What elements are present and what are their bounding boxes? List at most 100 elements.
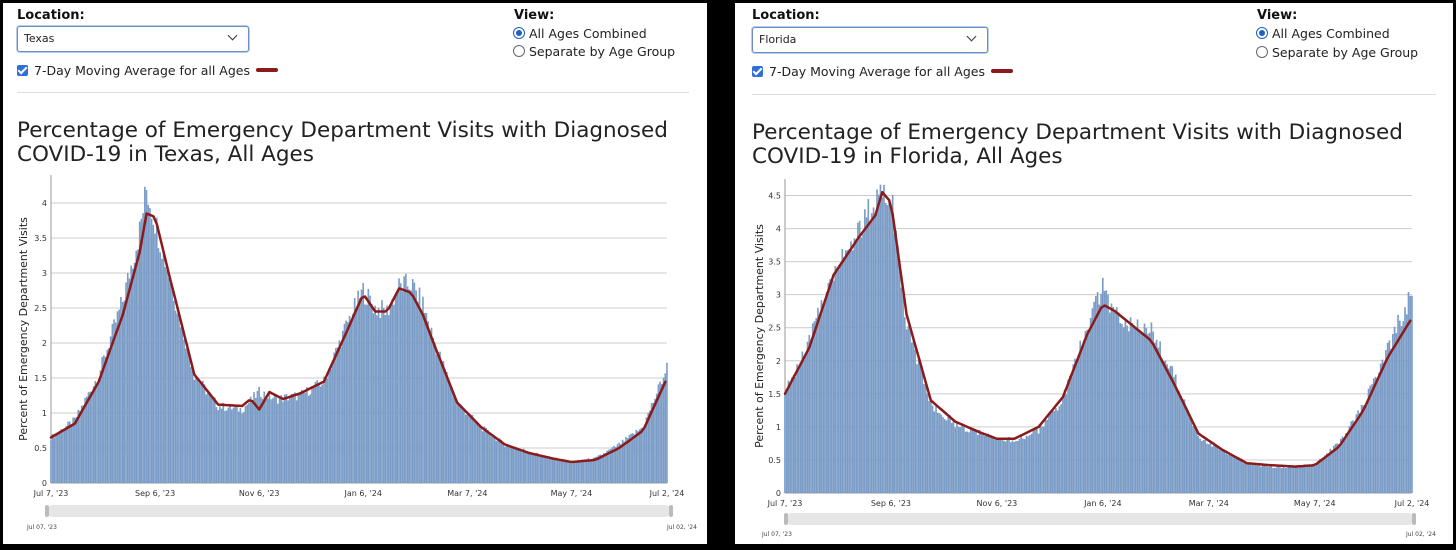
data-bar: [208, 392, 211, 483]
data-bar: [1194, 426, 1196, 493]
x-tick-label: Jul 2, '24: [649, 489, 685, 498]
data-bar: [169, 283, 172, 483]
checkbox-checked-icon[interactable]: [752, 66, 763, 77]
data-bar: [234, 406, 237, 483]
y-axis-label: Percent of Emergency Department Visits: [17, 217, 30, 441]
data-bar: [191, 370, 194, 483]
range-scrollbar[interactable]: [47, 505, 671, 517]
data-bar: [357, 290, 359, 483]
data-bar: [1397, 314, 1399, 493]
data-bar: [1095, 295, 1097, 493]
data-bar: [1140, 333, 1142, 493]
data-bar: [997, 439, 1000, 493]
data-bar: [1228, 454, 1231, 493]
data-bar: [475, 421, 477, 483]
data-bar: [1056, 410, 1059, 493]
data-bar: [522, 448, 525, 483]
range-handle-end[interactable]: [1412, 513, 1416, 525]
data-bar: [996, 438, 998, 493]
data-bar: [810, 338, 812, 493]
data-bar: [886, 205, 889, 494]
data-bar: [1287, 467, 1290, 493]
data-bar: [1154, 342, 1156, 493]
data-bar: [531, 453, 533, 483]
data-bar: [924, 385, 927, 493]
data-bar: [1232, 454, 1234, 493]
location-select[interactable]: Florida: [752, 27, 988, 53]
data-bar: [609, 448, 612, 483]
checkbox-checked-icon[interactable]: [17, 65, 28, 76]
data-bar: [164, 267, 167, 483]
data-bar: [555, 457, 557, 483]
data-bar: [1039, 425, 1042, 493]
radio-all-ages[interactable]: All Ages Combined: [1256, 26, 1390, 41]
data-bar: [1392, 333, 1394, 493]
data-bar: [142, 213, 144, 483]
data-bar: [1336, 443, 1339, 493]
data-bar: [502, 443, 504, 483]
data-bar: [1013, 441, 1016, 493]
data-bar: [599, 454, 602, 483]
data-bar: [1305, 466, 1307, 493]
y-tick-label: 4: [776, 225, 781, 234]
moving-average-toggle[interactable]: 7-Day Moving Average for all Ages: [17, 63, 278, 78]
radio-unselected-icon[interactable]: [1256, 46, 1268, 58]
radio-all-ages-label: All Ages Combined: [1272, 26, 1390, 41]
data-bar: [446, 372, 448, 483]
data-bar: [456, 401, 458, 483]
radio-selected-icon[interactable]: [1256, 27, 1268, 39]
data-bar: [893, 233, 896, 494]
range-end-label: Jul 02, '24: [1406, 531, 1436, 538]
data-bar: [316, 380, 318, 483]
data-bar: [1157, 347, 1160, 493]
data-bar: [949, 415, 951, 493]
data-bar: [1015, 440, 1017, 493]
data-bar: [1334, 443, 1337, 493]
data-bar: [956, 422, 958, 493]
data-bar: [463, 409, 465, 483]
data-bar: [1065, 394, 1068, 493]
data-bar: [1390, 348, 1392, 493]
radio-by-age-group[interactable]: Separate by Age Group: [513, 44, 675, 59]
radio-selected-icon[interactable]: [513, 27, 525, 39]
data-bar: [1407, 291, 1410, 493]
data-bar: [1225, 453, 1227, 493]
data-bar: [1161, 358, 1163, 493]
data-bar: [550, 457, 552, 483]
data-bar: [570, 461, 573, 483]
data-bar: [798, 366, 800, 493]
range-start-label: Jul 07, '23: [762, 531, 792, 538]
data-bar: [1074, 358, 1076, 493]
data-bar: [1324, 455, 1326, 493]
data-bar: [1105, 290, 1108, 493]
view-label: View:: [1257, 8, 1298, 23]
data-bar: [1220, 448, 1222, 493]
data-bar: [862, 233, 864, 493]
data-bar: [1379, 363, 1382, 493]
data-bar: [285, 394, 288, 483]
data-bar: [113, 319, 115, 483]
data-bar: [369, 295, 371, 483]
location-select[interactable]: Texas: [17, 26, 249, 52]
data-bar: [625, 437, 627, 483]
data-bar: [635, 429, 638, 483]
data-bar: [514, 447, 516, 483]
data-bar: [1367, 388, 1370, 493]
range-handle-start[interactable]: [45, 505, 49, 517]
radio-all-ages[interactable]: All Ages Combined: [513, 26, 647, 41]
data-bar: [638, 429, 641, 483]
range-scrollbar[interactable]: [786, 513, 1414, 525]
data-bar: [987, 433, 989, 493]
range-handle-start[interactable]: [784, 513, 788, 525]
data-bar: [374, 305, 376, 483]
radio-unselected-icon[interactable]: [513, 45, 525, 57]
texas-chart: 0 0.5 1 1.5 2 2.5 3 3.5 4 Percent of Emergency De…: [17, 175, 685, 498]
radio-by-age-group[interactable]: Separate by Age Group: [1256, 45, 1418, 60]
moving-average-toggle[interactable]: 7-Day Moving Average for all Ages: [752, 64, 1013, 79]
data-bar: [577, 459, 580, 483]
range-handle-end[interactable]: [669, 505, 673, 517]
data-bar: [1081, 346, 1083, 493]
chart-title-line2: COVID-19 in Texas, All Ages: [17, 142, 314, 167]
data-bar: [432, 337, 434, 483]
data-bar: [1371, 384, 1373, 493]
